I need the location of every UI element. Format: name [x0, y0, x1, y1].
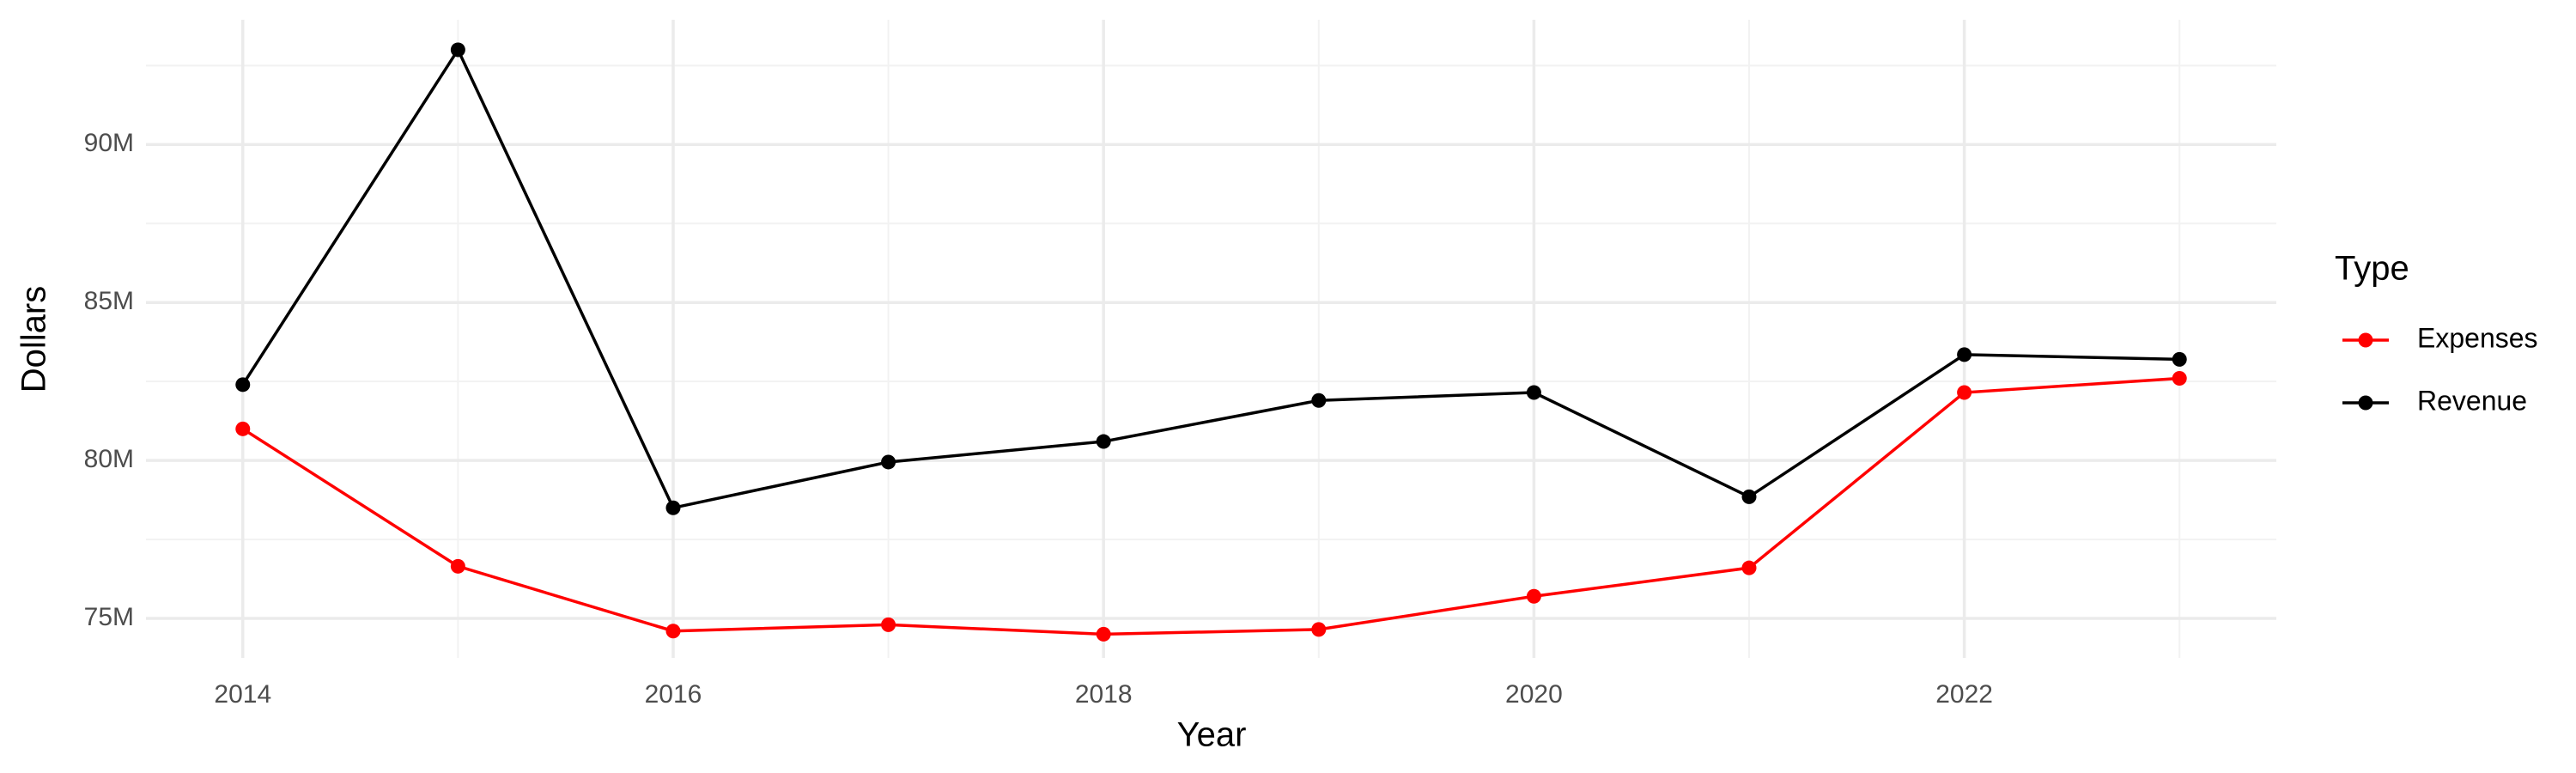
series-line [241, 376, 2180, 636]
x-tick-label: 2018 [1075, 680, 1133, 709]
y-axis-title: Dollars [15, 286, 53, 393]
y-tick-label: 80M [84, 445, 134, 473]
x-tick-label: 2020 [1505, 680, 1563, 709]
y-tick-label: 85M [84, 287, 134, 315]
data-point [1526, 385, 1541, 400]
data-point [1096, 434, 1111, 449]
legend-label: Expenses [2417, 322, 2538, 353]
data-point [665, 624, 681, 639]
data-point [1526, 588, 1541, 604]
data-point [1741, 560, 1757, 575]
data-point [1311, 622, 1327, 637]
data-point [450, 42, 465, 58]
series-line [241, 46, 2180, 510]
data-point [1096, 626, 1111, 642]
data-point [235, 421, 251, 436]
legend-key-point [2358, 332, 2373, 348]
legend-label: Revenue [2417, 385, 2527, 416]
data-point [881, 454, 896, 470]
data-point [1311, 393, 1327, 408]
x-axis-title: Year [1177, 716, 1247, 754]
legend-title: Type [2335, 250, 2409, 288]
data-point [881, 617, 896, 632]
x-tick-label: 2014 [214, 680, 271, 709]
y-tick-label: 75M [84, 603, 134, 631]
data-point [235, 377, 251, 393]
data-point [1741, 489, 1757, 504]
data-point [1957, 385, 1972, 400]
x-tick-label: 2016 [645, 680, 702, 709]
x-tick-label: 2022 [1935, 680, 1993, 709]
data-point [665, 500, 681, 515]
data-point [1957, 347, 1972, 362]
data-point [2172, 370, 2187, 386]
data-point [2172, 351, 2187, 367]
y-tick-label: 90M [84, 129, 134, 157]
legend-key-point [2358, 395, 2373, 411]
data-point [450, 558, 465, 574]
